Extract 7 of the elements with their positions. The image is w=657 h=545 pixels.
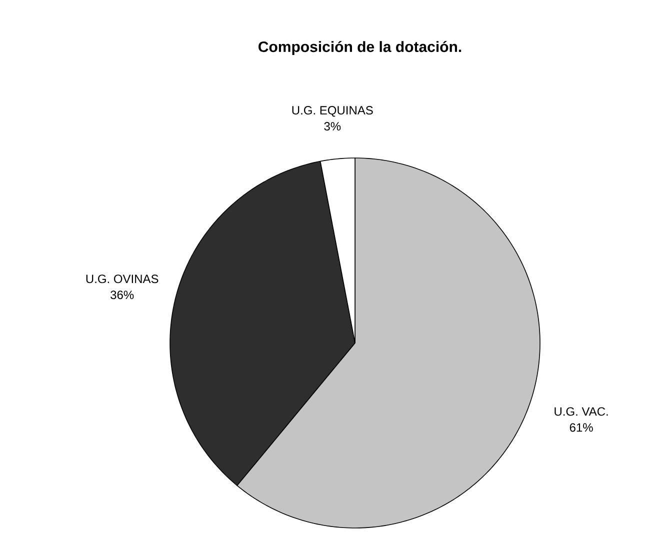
data-label: 3% — [324, 122, 341, 131]
slice-label: U.G. VAC. — [554, 407, 608, 416]
slice-label: U.G. EQUINAS — [292, 106, 373, 117]
slice-label: U.G. OVINAS — [86, 274, 158, 284]
chart-title: Composición de la dotación. — [258, 40, 462, 56]
data-label: 61% — [570, 423, 593, 432]
data-label: 36% — [110, 290, 134, 300]
